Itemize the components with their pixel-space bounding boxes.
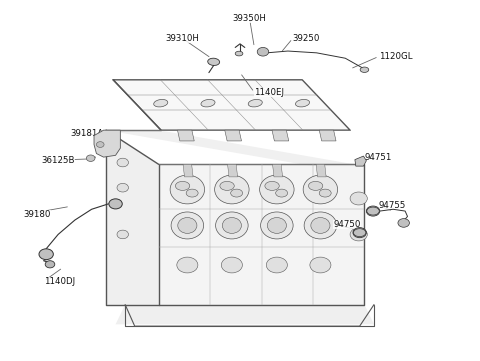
Circle shape — [39, 249, 53, 260]
Ellipse shape — [178, 218, 197, 233]
Polygon shape — [273, 164, 283, 177]
Polygon shape — [106, 130, 364, 166]
Circle shape — [350, 192, 367, 205]
Ellipse shape — [265, 181, 279, 190]
Ellipse shape — [296, 99, 310, 107]
Ellipse shape — [360, 67, 369, 73]
Circle shape — [398, 219, 409, 227]
Ellipse shape — [267, 218, 287, 233]
Ellipse shape — [201, 99, 215, 107]
Circle shape — [117, 158, 129, 167]
Ellipse shape — [222, 218, 241, 233]
Circle shape — [96, 142, 104, 147]
Circle shape — [45, 261, 55, 268]
Text: 1140DJ: 1140DJ — [44, 277, 75, 286]
Circle shape — [366, 206, 380, 216]
Text: 1140EJ: 1140EJ — [254, 88, 284, 97]
Polygon shape — [158, 164, 364, 305]
Circle shape — [310, 257, 331, 273]
Ellipse shape — [303, 175, 337, 204]
Ellipse shape — [215, 175, 249, 204]
Polygon shape — [183, 164, 193, 177]
Ellipse shape — [235, 51, 243, 56]
Polygon shape — [355, 156, 366, 166]
Circle shape — [350, 228, 367, 241]
Ellipse shape — [154, 99, 168, 107]
Ellipse shape — [261, 212, 293, 239]
Polygon shape — [319, 130, 336, 141]
Circle shape — [117, 183, 129, 192]
Polygon shape — [94, 130, 120, 157]
Polygon shape — [272, 130, 289, 141]
Circle shape — [221, 257, 242, 273]
Polygon shape — [316, 164, 326, 177]
Polygon shape — [178, 130, 194, 141]
Circle shape — [266, 257, 288, 273]
Ellipse shape — [220, 181, 234, 190]
Ellipse shape — [311, 218, 330, 233]
Text: 39181A: 39181A — [70, 129, 103, 138]
Circle shape — [177, 257, 198, 273]
Ellipse shape — [208, 58, 220, 65]
Ellipse shape — [304, 212, 336, 239]
Text: 39180: 39180 — [24, 210, 51, 219]
Polygon shape — [106, 130, 158, 305]
Text: 39310H: 39310H — [166, 34, 200, 43]
Ellipse shape — [248, 99, 262, 107]
Ellipse shape — [276, 189, 288, 197]
Text: 36125B: 36125B — [41, 156, 75, 165]
Polygon shape — [116, 305, 374, 324]
Ellipse shape — [171, 212, 204, 239]
Circle shape — [257, 47, 269, 56]
Circle shape — [117, 230, 129, 239]
Circle shape — [109, 199, 122, 209]
Circle shape — [86, 155, 95, 161]
Text: 94750: 94750 — [333, 220, 360, 229]
Text: 39350H: 39350H — [233, 14, 266, 23]
Text: 1120GL: 1120GL — [379, 52, 412, 61]
Ellipse shape — [175, 181, 190, 190]
Circle shape — [353, 227, 366, 238]
Ellipse shape — [216, 212, 248, 239]
Ellipse shape — [170, 175, 204, 204]
Polygon shape — [228, 164, 238, 177]
Ellipse shape — [186, 189, 198, 197]
Text: 94751: 94751 — [364, 153, 392, 162]
Polygon shape — [113, 80, 350, 130]
Text: 39250: 39250 — [293, 34, 320, 43]
Ellipse shape — [319, 189, 331, 197]
Polygon shape — [225, 130, 241, 141]
Ellipse shape — [110, 200, 121, 208]
Ellipse shape — [231, 189, 242, 197]
Ellipse shape — [260, 175, 294, 204]
Text: 94755: 94755 — [379, 201, 406, 210]
Ellipse shape — [309, 181, 323, 190]
